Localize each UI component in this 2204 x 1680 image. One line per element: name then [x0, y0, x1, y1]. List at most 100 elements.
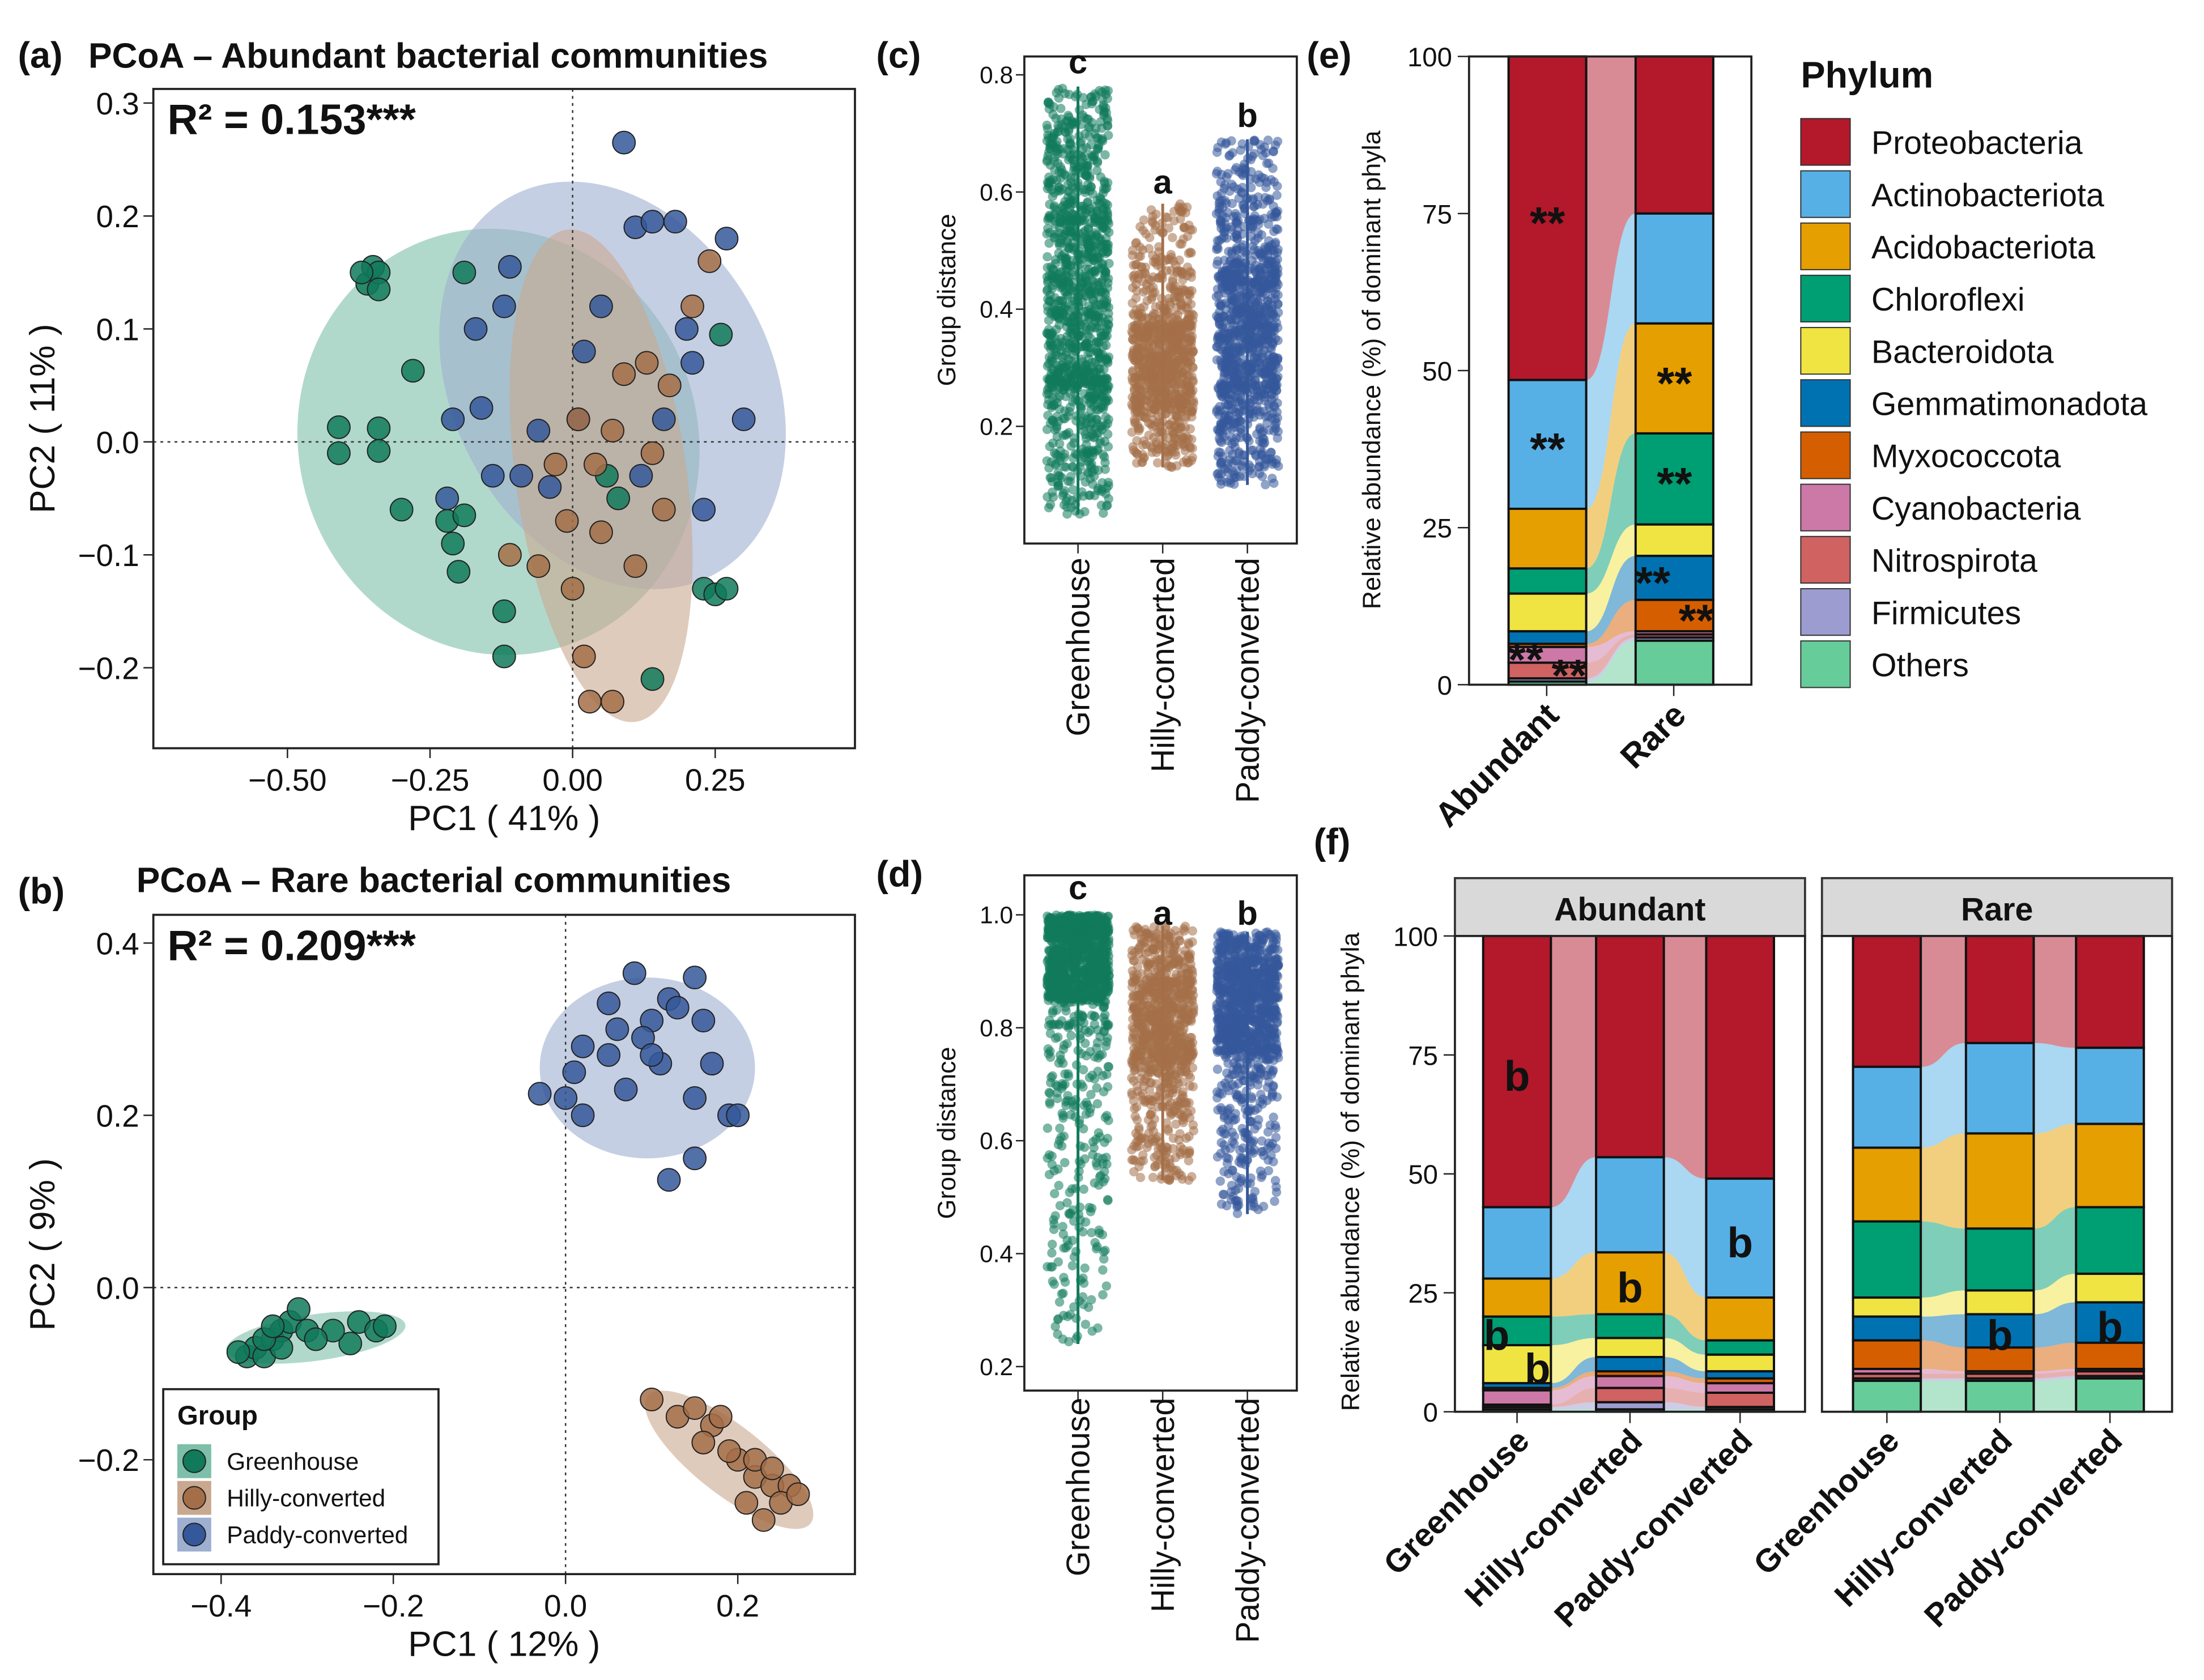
- point-greenhouse: [452, 260, 476, 284]
- data-point: [1086, 290, 1095, 299]
- data-point: [1186, 337, 1196, 347]
- data-point: [1104, 977, 1114, 987]
- data-point: [1212, 284, 1223, 294]
- data-point: [1101, 483, 1112, 493]
- jitter-paddy-converted: [1211, 135, 1283, 490]
- data-point: [1093, 405, 1103, 415]
- data-point: [1057, 1289, 1067, 1299]
- legend-label: Hilly-converted: [227, 1485, 385, 1512]
- data-point: [1090, 129, 1100, 139]
- data-point: [1188, 347, 1198, 357]
- data-point: [1058, 488, 1069, 498]
- data-point: [1092, 206, 1102, 216]
- point-hilly-converted: [560, 577, 585, 601]
- data-point: [1043, 1123, 1053, 1133]
- data-point: [1066, 1110, 1076, 1120]
- x-tick-label: Greenhouse: [1061, 1398, 1097, 1576]
- data-point: [1239, 246, 1248, 256]
- point-greenhouse: [373, 1314, 397, 1338]
- data-point: [1103, 1082, 1113, 1092]
- data-point: [1054, 1181, 1063, 1190]
- data-point: [1092, 996, 1103, 1006]
- data-point: [1056, 446, 1065, 456]
- data-point: [1222, 269, 1232, 279]
- data-point: [1071, 1313, 1081, 1324]
- data-point: [1065, 195, 1075, 205]
- point-paddy-converted: [526, 419, 551, 443]
- point-paddy-converted: [657, 1168, 681, 1192]
- data-point: [1139, 215, 1149, 225]
- panel-b: (b) PCoA – Rare bacterial communities−0.4…: [18, 861, 856, 1664]
- y-tick-label: −0.2: [78, 1443, 139, 1478]
- data-point: [1131, 322, 1142, 332]
- point-paddy-converted: [497, 254, 522, 279]
- x-tick-label: −0.50: [248, 762, 327, 797]
- legend-marker-greenhouse: [182, 1449, 206, 1473]
- data-point: [1167, 357, 1176, 367]
- data-point: [1099, 214, 1108, 224]
- data-point: [1134, 371, 1144, 381]
- data-point: [1042, 120, 1052, 130]
- data-point: [1248, 241, 1258, 251]
- data-point: [1273, 181, 1282, 191]
- data-point: [1164, 294, 1174, 303]
- data-point: [1270, 420, 1280, 431]
- data-point: [1173, 202, 1184, 212]
- data-point: [1078, 1065, 1088, 1075]
- data-point: [1104, 415, 1113, 424]
- data-point: [1085, 490, 1095, 500]
- data-point: [1048, 1239, 1057, 1249]
- data-point: [1216, 457, 1227, 467]
- data-point: [1050, 333, 1060, 343]
- data-point: [1090, 423, 1100, 433]
- data-point: [1214, 330, 1224, 339]
- data-point: [1065, 916, 1075, 925]
- data-point: [1057, 251, 1067, 261]
- data-point: [1049, 1215, 1058, 1225]
- data-point: [1044, 503, 1054, 513]
- data-point: [1093, 144, 1103, 154]
- data-point: [1135, 385, 1144, 395]
- data-point: [1057, 168, 1067, 178]
- data-point: [1094, 280, 1103, 290]
- data-point: [1049, 1166, 1059, 1176]
- data-point: [1049, 201, 1060, 211]
- point-paddy-converted: [629, 463, 653, 488]
- data-point: [1137, 334, 1147, 343]
- data-point: [1067, 1184, 1077, 1194]
- data-point: [1082, 995, 1092, 1005]
- point-paddy-converted: [480, 463, 505, 488]
- point-hilly-converted: [566, 407, 590, 431]
- data-point: [1129, 395, 1139, 405]
- data-point: [1080, 226, 1090, 236]
- data-point: [1101, 1041, 1111, 1051]
- data-point: [1103, 1195, 1113, 1205]
- data-point: [1241, 338, 1251, 348]
- data-point: [1253, 233, 1263, 243]
- data-point: [1098, 1071, 1108, 1081]
- data-point: [1067, 462, 1078, 471]
- point-hilly-converted: [652, 497, 676, 522]
- data-point: [1057, 473, 1067, 483]
- data-point: [1223, 315, 1233, 325]
- legend-marker-hilly-converted: [182, 1486, 206, 1510]
- data-point: [1044, 1020, 1054, 1031]
- data-point: [1235, 167, 1244, 177]
- data-point: [1185, 225, 1195, 235]
- data-point: [1128, 353, 1138, 363]
- data-point: [1056, 114, 1066, 124]
- data-point: [1043, 306, 1053, 316]
- data-point: [1173, 440, 1182, 450]
- point-hilly-converted: [583, 452, 607, 477]
- point-paddy-converted: [640, 210, 665, 234]
- data-point: [1063, 272, 1073, 282]
- data-point: [1054, 439, 1065, 449]
- data-point: [1100, 465, 1110, 474]
- point-hilly-converted: [612, 362, 636, 386]
- x-tick-label: 0.00: [542, 762, 603, 797]
- data-point: [1127, 245, 1138, 256]
- data-point: [1045, 210, 1054, 220]
- data-point: [1048, 192, 1058, 201]
- data-point: [1216, 479, 1226, 489]
- data-point: [1152, 458, 1163, 468]
